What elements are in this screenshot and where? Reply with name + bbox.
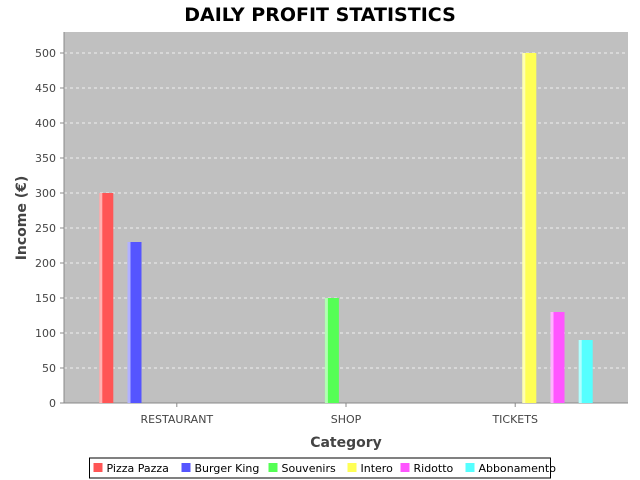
bar-highlight: [550, 312, 554, 403]
x-tick-label: RESTAURANT: [140, 413, 213, 426]
legend-box: [89, 457, 551, 479]
bar: [324, 298, 339, 403]
y-tick-label: 100: [35, 327, 56, 340]
legend-item: Burger King: [181, 462, 260, 475]
y-tick-label: 150: [35, 292, 56, 305]
legend-item: Pizza Pazza: [93, 462, 169, 475]
legend-label: Ridotto: [414, 462, 454, 475]
bar-highlight: [522, 53, 526, 403]
y-axis-label: Income (€): [14, 176, 30, 261]
bar-fill: [99, 193, 114, 403]
legend-swatch: [465, 463, 475, 472]
legend-label: Pizza Pazza: [107, 462, 169, 475]
bar: [578, 340, 593, 403]
bar-fill: [550, 312, 565, 403]
x-tick-label: SHOP: [331, 413, 362, 426]
legend-item: Intero: [347, 462, 394, 475]
y-tick-label: 500: [35, 47, 56, 60]
x-tick-label: TICKETS: [491, 413, 538, 426]
bar-fill: [324, 298, 339, 403]
bar-highlight: [99, 193, 103, 403]
legend-label: Burger King: [195, 462, 260, 475]
bar: [127, 242, 142, 403]
legend-item: Ridotto: [400, 462, 454, 475]
y-tick-label: 0: [49, 397, 56, 410]
y-tick-label: 450: [35, 82, 56, 95]
y-tick-label: 300: [35, 187, 56, 200]
bar: [550, 312, 565, 403]
y-tick-label: 400: [35, 117, 56, 130]
legend-swatch: [347, 463, 357, 472]
legend-swatch: [268, 463, 278, 472]
legend-label: Abbonamento: [479, 462, 557, 475]
y-tick-label: 200: [35, 257, 56, 270]
legend-item: Souvenirs: [268, 462, 337, 475]
legend-label: Souvenirs: [282, 462, 337, 475]
bar: [522, 53, 537, 403]
bar: [99, 193, 114, 403]
legend-label: Intero: [361, 462, 394, 475]
legend-swatch: [181, 463, 191, 472]
bar-fill: [127, 242, 142, 403]
bar-fill: [522, 53, 537, 403]
y-tick-label: 350: [35, 152, 56, 165]
x-axis-label: Category: [310, 435, 382, 451]
chart-title: DAILY PROFIT STATISTICS: [184, 4, 456, 26]
plot-area: 0 50 100 150 200 250 300 350 400 450 500 RESTAURANT…: [35, 32, 628, 426]
y-tick-label: 250: [35, 222, 56, 235]
y-tick-label: 50: [42, 362, 56, 375]
bar-fill: [578, 340, 593, 403]
bar-highlight: [324, 298, 328, 403]
bar-highlight: [127, 242, 131, 403]
legend-item: Abbonamento: [465, 462, 557, 475]
bar-highlight: [578, 340, 582, 403]
legend-swatch: [400, 463, 410, 472]
legend: Pizza Pazza Burger King Souvenirs Intero Rid…: [89, 457, 557, 479]
legend-swatch: [93, 463, 103, 472]
